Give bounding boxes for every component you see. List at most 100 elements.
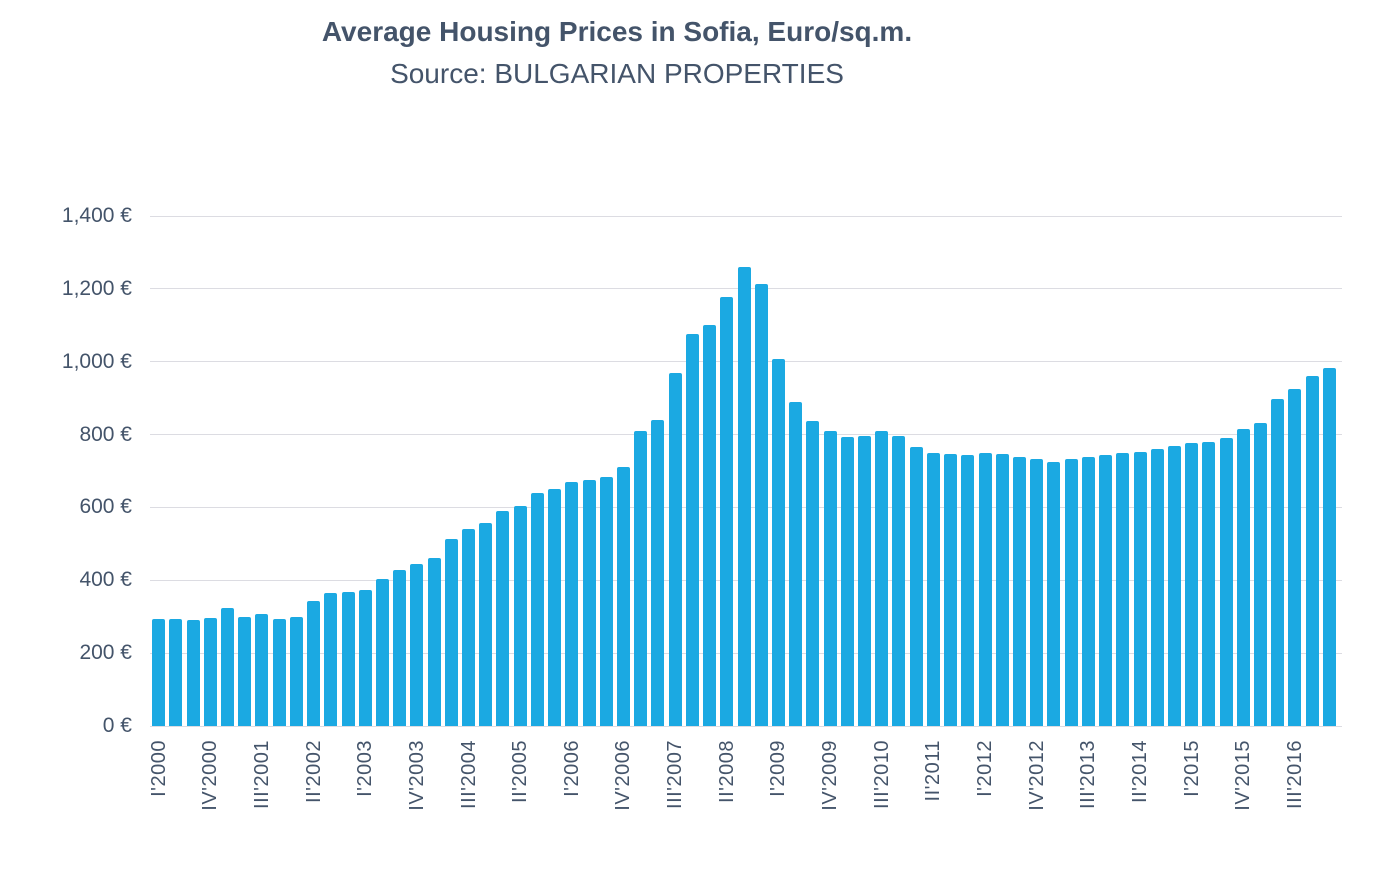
bar (565, 481, 579, 726)
x-axis-tick-label: III'2001 (250, 740, 273, 809)
bar (530, 492, 544, 726)
bar (1167, 445, 1181, 726)
y-grid-line (150, 215, 1342, 217)
y-axis-tick-label: 200 € (79, 641, 132, 665)
bar (668, 372, 682, 726)
bar (255, 613, 269, 726)
bar (410, 563, 424, 726)
bar (703, 325, 717, 726)
bar (1116, 453, 1130, 726)
bar (1236, 429, 1250, 726)
bar (892, 436, 906, 726)
x-axis-tick-label: III'2010 (870, 740, 893, 809)
bar (944, 454, 958, 726)
bar (427, 558, 441, 726)
bar (961, 455, 975, 726)
bar (582, 480, 596, 726)
bar (909, 447, 923, 726)
bar (737, 266, 751, 726)
bar (513, 505, 527, 726)
bar (1185, 442, 1199, 726)
bar (169, 618, 183, 726)
bar (616, 467, 630, 726)
x-axis-tick-label: I'2012 (974, 740, 997, 797)
y-axis-tick-label: 1,400 € (61, 204, 132, 227)
bar (978, 453, 992, 726)
y-axis-tick-label: 1,000 € (61, 349, 132, 373)
bar (341, 591, 355, 726)
bar (479, 523, 493, 726)
bar (685, 334, 699, 726)
x-axis-tick-label: IV'2000 (199, 740, 222, 811)
bar (462, 528, 476, 726)
x-axis-tick-label: III'2004 (457, 740, 480, 809)
bar (1081, 457, 1095, 726)
x-axis-tick-label: II'2002 (302, 740, 325, 803)
x-axis-tick-label: II'2008 (715, 740, 738, 803)
bar (823, 431, 837, 726)
bar (1047, 461, 1061, 726)
bar (840, 437, 854, 726)
x-axis-tick-label: III'2007 (664, 740, 687, 809)
bar (926, 453, 940, 726)
bar (651, 420, 665, 726)
bar (599, 476, 613, 726)
x-axis-tick-label: I'2006 (560, 740, 583, 797)
bar (1133, 451, 1147, 726)
bar (289, 616, 303, 726)
x-axis-tick-label: I'2003 (354, 740, 377, 797)
x-axis-tick-label: III'2013 (1077, 740, 1100, 809)
bar (238, 616, 252, 726)
chart-title: Average Housing Prices in Sofia, Euro/sq… (321, 16, 913, 47)
bar (995, 454, 1009, 726)
bar (152, 618, 166, 726)
bar (720, 297, 734, 726)
bar (1322, 367, 1336, 726)
bar (324, 593, 338, 726)
bar (875, 430, 889, 726)
bar (220, 608, 234, 726)
y-axis-tick-label: 1,200 € (61, 276, 132, 300)
bar (393, 569, 407, 726)
bar (1271, 399, 1285, 726)
bar (1099, 454, 1113, 726)
x-axis-tick-label: I'2015 (1180, 740, 1203, 797)
y-axis-tick-label: 400 € (79, 568, 132, 592)
x-axis-tick-label: IV'2015 (1232, 740, 1255, 811)
x-axis-tick-label: IV'2012 (1025, 740, 1048, 811)
bar (789, 401, 803, 726)
bar (203, 617, 217, 726)
bar (1030, 458, 1044, 726)
bar (1150, 448, 1164, 726)
bar (1012, 457, 1026, 726)
bar (771, 358, 785, 726)
x-axis-tick-label: I'2009 (767, 740, 790, 797)
bar (444, 538, 458, 726)
chart-subtitle: Source: BULGARIAN PROPERTIES (390, 58, 844, 89)
x-axis-tick-label: II'2014 (1129, 740, 1151, 803)
x-axis-tick-label: IV'2003 (405, 740, 428, 811)
bar (358, 590, 372, 726)
bar (186, 619, 200, 726)
bar (272, 618, 286, 726)
bar (1254, 422, 1268, 726)
x-axis-tick-label: I'2000 (147, 740, 170, 797)
bar (634, 431, 648, 726)
x-axis-tick-label: II'2011 (922, 740, 945, 802)
y-axis-tick-label: 800 € (79, 422, 132, 446)
bar (548, 488, 562, 726)
bar (1202, 441, 1216, 726)
x-axis-tick-label: III'2016 (1283, 740, 1306, 809)
y-axis-tick-label: 600 € (79, 495, 132, 519)
x-axis-tick-label: IV'2009 (819, 740, 842, 811)
bar (307, 601, 321, 726)
bar (858, 436, 872, 726)
x-axis-tick-label: IV'2006 (612, 740, 635, 811)
bar (1288, 389, 1302, 726)
x-axis-tick-label: II'2005 (509, 740, 532, 803)
bar (1219, 438, 1233, 726)
bar (754, 284, 768, 726)
bar (1064, 459, 1078, 726)
bar (1305, 376, 1319, 726)
